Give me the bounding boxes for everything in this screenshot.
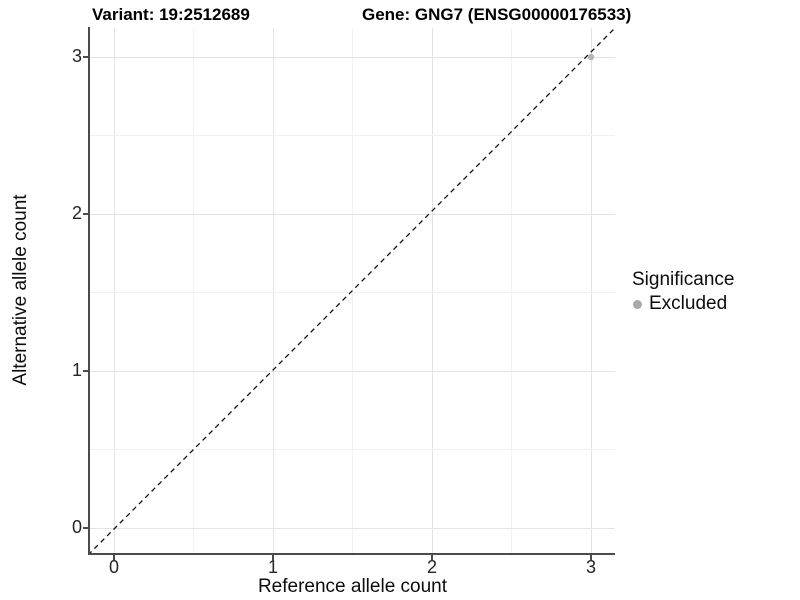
gridline-x0 <box>114 28 115 553</box>
x-tick-label: 3 <box>585 557 596 577</box>
gridline-x1_5 <box>352 28 353 553</box>
identity-line <box>90 28 615 553</box>
gridline-y1_5 <box>90 292 615 293</box>
x-tick-mark <box>590 555 592 560</box>
legend-title: Significance <box>632 269 735 290</box>
legend: Significance Excluded <box>630 269 734 315</box>
plot-layer <box>90 28 615 553</box>
gridline-y0_5 <box>90 449 615 450</box>
gridline-x3 <box>591 28 592 553</box>
gridline-y3 <box>90 57 615 58</box>
legend-item-label: Excluded <box>649 293 728 314</box>
y-tick-label: 0 <box>71 517 82 538</box>
y-tick-label: 3 <box>71 46 82 67</box>
x-tick-mark <box>431 555 433 560</box>
y-axis-line <box>88 27 90 555</box>
gridline-x0_5 <box>193 28 194 553</box>
x-tick-label: 0 <box>108 557 119 577</box>
legend-item-excluded: Excluded <box>633 293 734 315</box>
gridline-y1 <box>90 371 615 372</box>
variant-title: Variant: 19:2512689 <box>92 5 250 24</box>
excluded-point-icon <box>633 299 642 309</box>
gridline-y0 <box>90 528 615 529</box>
y-tick-mark <box>83 56 88 58</box>
y-tick-label: 1 <box>71 360 82 381</box>
y-tick-mark <box>83 213 88 215</box>
y-tick-label: 2 <box>71 203 82 224</box>
gridline-y2_5 <box>90 135 615 136</box>
gridline-x2_5 <box>511 28 512 553</box>
gridline-y2 <box>90 214 615 215</box>
y-tick-mark <box>83 370 88 372</box>
gridline-x1 <box>273 28 274 553</box>
y-tick-mark <box>83 527 88 529</box>
x-tick-label: 1 <box>267 557 278 577</box>
data-point-excluded <box>587 53 595 61</box>
x-tick-mark <box>272 555 274 560</box>
plot-panel <box>90 28 615 553</box>
x-axis-title: Reference allele count <box>257 576 448 597</box>
gene-title: Gene: GNG7 (ENSG00000176533) <box>362 5 632 24</box>
x-tick-mark <box>113 555 115 560</box>
x-axis-line <box>88 553 615 555</box>
y-axis-title: Alternative allele count <box>10 194 31 386</box>
gridline-x2 <box>432 28 433 553</box>
x-tick-label: 2 <box>426 557 437 577</box>
